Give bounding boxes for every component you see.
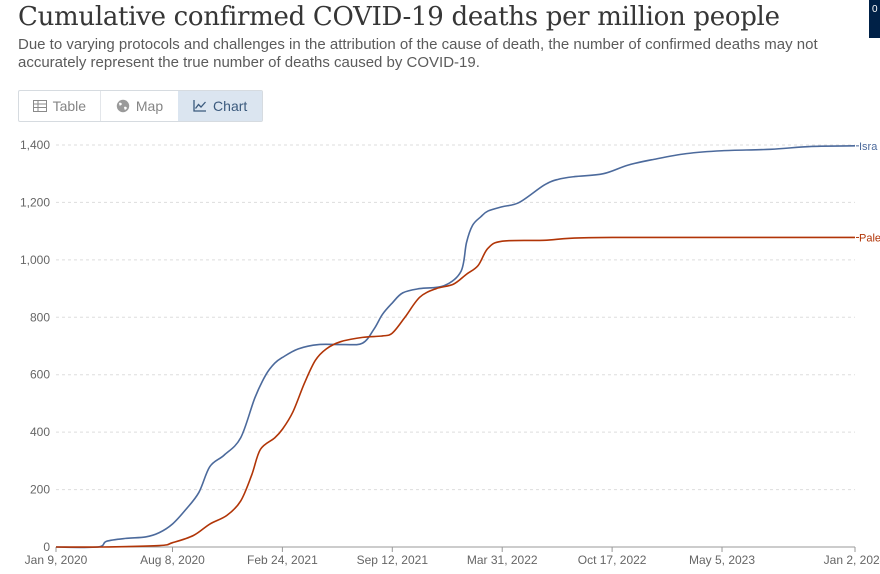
tab-map-label: Map	[135, 98, 164, 114]
series-line-israel	[55, 145, 856, 549]
x-tick-label: Feb 24, 2021	[247, 553, 318, 567]
series-label-israel: Isra	[859, 141, 878, 153]
x-tick-label: Mar 31, 2022	[467, 553, 538, 567]
series-label-palestine: Pale	[859, 232, 880, 244]
x-tick-label: Aug 8, 2020	[140, 553, 205, 567]
table-icon	[32, 100, 47, 112]
x-tick-label: Jan 9, 2020	[25, 553, 88, 567]
chart-title: Cumulative confirmed COVID-19 deaths per…	[18, 2, 780, 32]
y-tick-label: 1,400	[20, 138, 50, 152]
owid-logo-mark: 0	[872, 4, 878, 15]
x-tick-label: Sep 12, 2021	[357, 553, 429, 567]
y-tick-label: 600	[30, 368, 50, 382]
x-tick-label: Oct 17, 2022	[578, 553, 647, 567]
owid-logo[interactable]: 0	[869, 0, 880, 38]
tab-table-label: Table	[52, 98, 87, 114]
series-labels: Isra Pale	[856, 141, 880, 244]
globe-icon	[116, 99, 130, 113]
y-tick-label: 1,200	[20, 195, 50, 209]
y-tick-label: 400	[30, 425, 50, 439]
tab-chart[interactable]: Chart	[178, 91, 262, 121]
x-tick-label: Jan 2, 2024	[824, 553, 880, 567]
y-axis-ticks: 0 200 400 600 800 1,000 1,200 1,400	[20, 138, 50, 554]
grid-lines	[56, 144, 855, 548]
x-tick-label: May 5, 2023	[689, 553, 755, 567]
tab-table[interactable]: Table	[19, 91, 101, 121]
y-tick-label: 0	[43, 540, 50, 554]
chart-subtitle: Due to varying protocols and challenges …	[18, 36, 818, 71]
view-tabs: Table Map Chart	[18, 90, 263, 122]
line-chart-icon	[193, 100, 207, 112]
y-tick-label: 1,000	[20, 253, 50, 267]
series-line-palestine	[55, 236, 856, 548]
x-axis-ticks: Jan 9, 2020 Aug 8, 2020 Feb 24, 2021 Sep 12…	[25, 547, 880, 567]
y-tick-label: 200	[30, 483, 50, 497]
y-tick-label: 800	[30, 310, 50, 324]
series-lines	[55, 145, 856, 549]
tab-map[interactable]: Map	[101, 91, 179, 121]
tab-chart-label: Chart	[213, 98, 248, 114]
